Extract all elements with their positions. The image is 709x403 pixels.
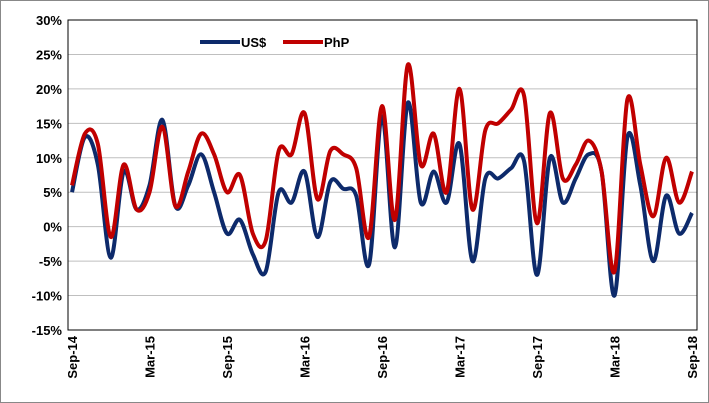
y-tick-label: 10% [36,151,62,166]
x-tick-label: Sep-14 [65,335,80,378]
series-line [70,62,694,275]
x-tick-label: Mar-15 [143,336,158,378]
x-tick-label: Mar-17 [453,336,468,378]
x-tick-label: Mar-18 [608,336,623,378]
y-tick-label: 15% [36,116,62,131]
plot-frame [67,19,698,331]
y-tick-label: 25% [36,47,62,62]
legend-label: PhP [324,35,350,50]
x-tick-label: Sep-18 [685,336,700,379]
y-tick-label: -15% [32,323,63,338]
y-tick-label: 0% [43,220,62,235]
x-tick-label: Mar-16 [298,336,313,378]
x-tick-label: Sep-15 [220,336,235,379]
y-tick-label: -10% [32,289,63,304]
x-tick-label: Sep-16 [375,336,390,379]
y-tick-label: 30% [36,13,62,28]
y-tick-label: 20% [36,82,62,97]
x-tick-label: Sep-17 [530,336,545,379]
legend-label: US$ [241,35,267,50]
y-tick-label: -5% [39,254,63,269]
y-tick-label: 5% [43,185,62,200]
